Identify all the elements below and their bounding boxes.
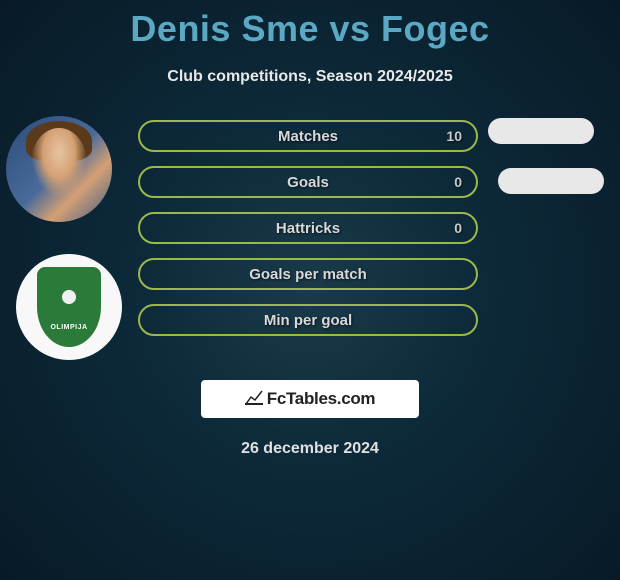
- stat-label: Matches: [278, 128, 338, 145]
- stat-row-hattricks: Hattricks 0: [138, 212, 478, 244]
- page-title: Denis Sme vs Fogec: [0, 0, 620, 50]
- stat-row-goals: Goals 0: [138, 166, 478, 198]
- stat-rows: Matches 10 Goals 0 Hattricks 0 Goals per…: [138, 120, 478, 350]
- content-container: Denis Sme vs Fogec Club competitions, Se…: [0, 0, 620, 580]
- stat-row-min-per-goal: Min per goal: [138, 304, 478, 336]
- stat-row-goals-per-match: Goals per match: [138, 258, 478, 290]
- stat-pill-2: [498, 168, 604, 194]
- stat-label: Goals per match: [249, 266, 367, 283]
- stat-pill-1: [488, 118, 594, 144]
- chart-icon: [245, 389, 263, 410]
- attribution-badge[interactable]: FcTables.com: [201, 380, 419, 418]
- player-avatar-1: [6, 116, 112, 222]
- subtitle: Club competitions, Season 2024/2025: [0, 68, 620, 86]
- club-logo-text: OLIMPIJA: [50, 324, 87, 331]
- stat-value: 0: [454, 174, 462, 190]
- stat-value: 0: [454, 220, 462, 236]
- player-avatar-2: OLIMPIJA: [16, 254, 122, 360]
- club-logo: OLIMPIJA: [37, 267, 101, 347]
- date-label: 26 december 2024: [0, 440, 620, 458]
- stat-label: Goals: [287, 174, 329, 191]
- stat-label: Hattricks: [276, 220, 340, 237]
- stat-label: Min per goal: [264, 312, 352, 329]
- stat-row-matches: Matches 10: [138, 120, 478, 152]
- attribution-text: FcTables.com: [267, 389, 376, 409]
- main-area: OLIMPIJA Matches 10 Goals 0 Hattricks 0 …: [0, 116, 620, 356]
- stat-value: 10: [446, 128, 462, 144]
